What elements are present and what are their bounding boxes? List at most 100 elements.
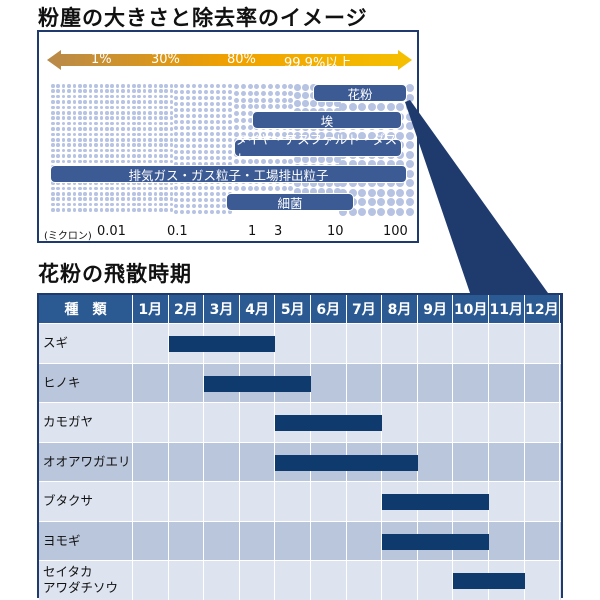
particle-dot: [126, 132, 131, 137]
particle-dot: [105, 116, 109, 120]
particle-dot: [164, 138, 168, 142]
particle-dot: [115, 84, 120, 88]
particle-dot: [94, 132, 98, 137]
particle-dot: [88, 148, 93, 153]
particle-dot: [169, 94, 174, 99]
particle-dot: [67, 192, 71, 196]
particle-dot: [78, 192, 82, 196]
season-bar: [168, 336, 276, 352]
particle-dot: [302, 180, 309, 187]
particle-dot: [192, 204, 197, 209]
particle-dot: [358, 131, 366, 140]
particle-dot: [72, 100, 77, 104]
particle-dot: [56, 192, 60, 196]
particle-dot: [180, 132, 185, 137]
particle-dot: [83, 148, 87, 153]
particle-dot: [72, 159, 77, 164]
header-type: 種 類: [39, 295, 133, 323]
particle-dot: [174, 120, 179, 125]
particle-dot: [78, 186, 82, 191]
particle-dot: [204, 186, 209, 191]
particle-dot: [99, 148, 104, 153]
particle-dot: [234, 97, 239, 103]
particle-dot: [222, 102, 227, 107]
particle-dot: [192, 96, 197, 101]
particle-dot: [254, 131, 260, 137]
particle-dot: [132, 116, 136, 120]
particle-dot: [142, 202, 147, 207]
particle-dot: [142, 132, 147, 137]
particle-dot: [204, 84, 209, 89]
particle-dot: [61, 89, 66, 93]
particle-dot: [228, 210, 233, 215]
particle-dot: [294, 180, 301, 187]
particle-dot: [83, 94, 87, 99]
particle-dot: [222, 192, 227, 197]
month-cell: [524, 324, 561, 363]
particle-dot: [99, 84, 104, 88]
particle-dot: [186, 192, 191, 197]
particle-dot: [198, 144, 203, 149]
particle-dot: [339, 160, 347, 168]
particle-dot: [204, 210, 209, 215]
particle-dot: [204, 204, 209, 209]
particle-dot: [274, 186, 280, 191]
particle-dot: [142, 192, 147, 196]
month-cell: [524, 442, 561, 481]
particle-dot: [169, 84, 174, 88]
particle-dot: [240, 124, 246, 130]
month-cell: [133, 442, 169, 481]
particle-dot: [142, 84, 147, 88]
particle-dot: [274, 104, 280, 110]
particle-dot: [105, 100, 109, 104]
particle-dot: [192, 162, 197, 167]
particle-dot: [222, 204, 227, 209]
particle-dot: [222, 84, 227, 89]
particle-dot: [247, 90, 253, 96]
particle-dot: [78, 154, 82, 158]
particle-dot: [78, 105, 82, 110]
particle-dot: [61, 138, 66, 142]
particle-dot: [56, 84, 60, 88]
particle-dot: [334, 100, 341, 107]
particle-dot: [153, 94, 158, 99]
particle-dot: [67, 197, 71, 201]
particle-dot: [61, 148, 66, 153]
particle-dot: [180, 138, 185, 143]
particle-dot: [126, 148, 131, 153]
particle-dot: [174, 132, 179, 137]
particle-dot: [61, 208, 66, 212]
particle-dot: [216, 108, 221, 113]
particle-dot: [198, 108, 203, 113]
particle-dot: [222, 132, 227, 137]
month-cell: [133, 482, 169, 521]
particle-dot: [126, 154, 131, 158]
particle-dot: [186, 84, 191, 89]
particle-dot: [61, 127, 66, 131]
particle-bar-pollen: 花粉: [313, 84, 407, 102]
particle-dot: [153, 186, 158, 191]
particle-dot: [288, 97, 294, 103]
particle-dot: [110, 121, 114, 126]
particle-dot: [88, 202, 93, 207]
particle-dot: [405, 122, 414, 130]
particle-dot: [67, 138, 71, 142]
particle-dot: [110, 154, 114, 158]
particle-dot: [121, 116, 125, 120]
particle-dot: [137, 94, 141, 99]
particle-dot: [169, 186, 174, 191]
particle-dot: [51, 127, 55, 131]
particle-dot: [148, 143, 152, 147]
particle-dot: [386, 198, 395, 206]
particle-dot: [204, 114, 209, 119]
particle-dot: [204, 120, 209, 125]
particle-dot: [228, 150, 233, 155]
particle-dot: [61, 84, 66, 88]
particle-dot: [153, 159, 158, 164]
particle-dot: [105, 94, 109, 99]
particle-dot: [222, 108, 227, 113]
particle-dot: [367, 179, 376, 187]
particle-dot: [88, 105, 93, 110]
particle-dot: [228, 156, 233, 161]
axis-tick: 3: [274, 224, 283, 239]
